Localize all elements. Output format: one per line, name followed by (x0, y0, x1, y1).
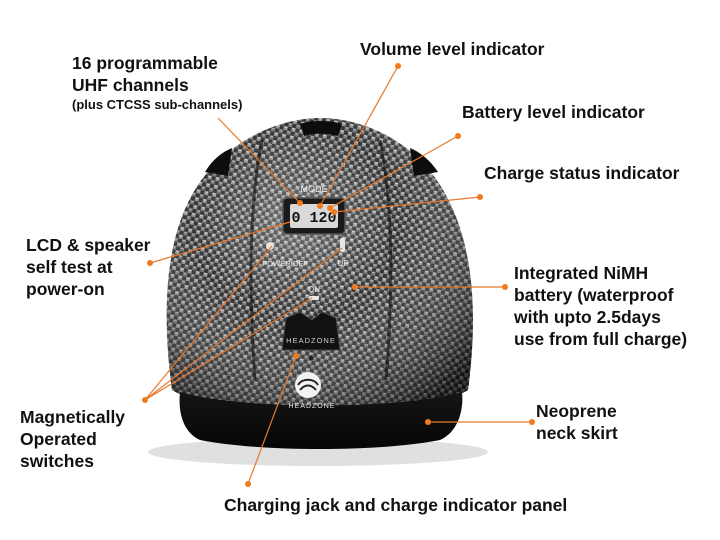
dot-neoprene-end (529, 419, 535, 425)
leader-channels (217, 117, 301, 204)
label-volume-text: Volume level indicator (360, 39, 545, 59)
label-magnetic-line1: Magnetically (20, 407, 126, 427)
leader-lines (144, 65, 532, 485)
label-channels-line1: 16 programmable (72, 53, 218, 73)
label-magnetic: Magnetically Operated switches (20, 406, 125, 472)
label-channels-line3: (plus CTCSS sub-channels) (72, 97, 243, 112)
dot-battery-end (455, 133, 461, 139)
label-battery: Battery level indicator (462, 101, 645, 123)
dot-battery (327, 205, 333, 211)
power-switch-marker[interactable] (266, 242, 274, 250)
label-charging: Charging jack and charge indicator panel (224, 494, 567, 516)
dot-charging (293, 353, 299, 359)
vent-left (205, 148, 232, 176)
leader-battery (329, 135, 459, 209)
dot-volume-end (395, 63, 401, 69)
label-volume: Volume level indicator (360, 38, 544, 60)
label-channels-line2: UHF channels (72, 75, 189, 95)
leader-magnetic-3 (144, 297, 313, 401)
dot-channels (297, 200, 303, 206)
leader-volume (319, 65, 399, 207)
dot-charge-status (331, 209, 337, 215)
label-charging-text: Charging jack and charge indicator panel (224, 495, 568, 515)
groove-right (378, 139, 393, 381)
vent-right (410, 148, 438, 176)
mode-label: MODE (301, 184, 328, 194)
charge-jack[interactable] (307, 354, 315, 362)
dot-neoprene (425, 419, 431, 425)
label-nimh-line4: use from full charge) (514, 329, 688, 349)
groove-left (249, 139, 264, 381)
leader-charge-status (333, 196, 481, 213)
label-neoprene: Neoprene neck skirt (536, 400, 618, 444)
label-lcd-line3: power-on (26, 279, 105, 299)
label-neoprene-line1: Neoprene (536, 401, 617, 421)
neck-skirt (179, 392, 463, 449)
dot-charging-end (245, 481, 251, 487)
label-magnetic-line3: switches (20, 451, 94, 471)
top-vent (300, 121, 342, 136)
label-charge-status-text: Charge status indicator (484, 163, 680, 183)
label-nimh-line1: Integrated NiMH (514, 263, 649, 283)
up-label: UP (337, 259, 348, 268)
label-channels: 16 programmable UHF channels (plus CTCSS… (72, 52, 242, 114)
label-neoprene-line2: neck skirt (536, 423, 618, 443)
panel-brand: HEADZONE (286, 336, 336, 345)
leader-dots (142, 63, 535, 487)
leader-magnetic-2 (144, 247, 343, 401)
logo-text: HEADZONE (289, 403, 336, 410)
charging-panel (281, 311, 341, 351)
label-lcd-line2: self test at (26, 257, 113, 277)
up-switch-marker[interactable] (340, 238, 345, 252)
dot-nimh-end (502, 284, 508, 290)
leader-charging (247, 355, 297, 485)
leader-lcd (149, 221, 291, 264)
label-nimh-line2: battery (waterproof (514, 285, 674, 305)
brand-logo-wave-icon (297, 378, 319, 391)
dot-volume (317, 203, 323, 209)
dot-charge-status-end (477, 194, 483, 200)
dot-nimh (352, 284, 358, 290)
dot-magnetic-end (142, 397, 148, 403)
lcd-value: 0 120 (291, 210, 336, 227)
label-lcd: LCD & speaker self test at power-on (26, 234, 151, 300)
leader-magnetic-1 (144, 245, 273, 401)
lcd-screen (290, 204, 338, 228)
label-charge-status: Charge status indicator (484, 162, 679, 184)
label-lcd-line1: LCD & speaker (26, 235, 151, 255)
label-nimh: Integrated NiMH battery (waterproof with… (514, 262, 687, 350)
dot-lcd-end (147, 260, 153, 266)
label-magnetic-line2: Operated (20, 429, 97, 449)
label-battery-text: Battery level indicator (462, 102, 645, 122)
on-label: ON (308, 285, 320, 294)
power-label: POWER/OFF (262, 259, 308, 268)
label-nimh-line3: with upto 2.5days (514, 307, 661, 327)
